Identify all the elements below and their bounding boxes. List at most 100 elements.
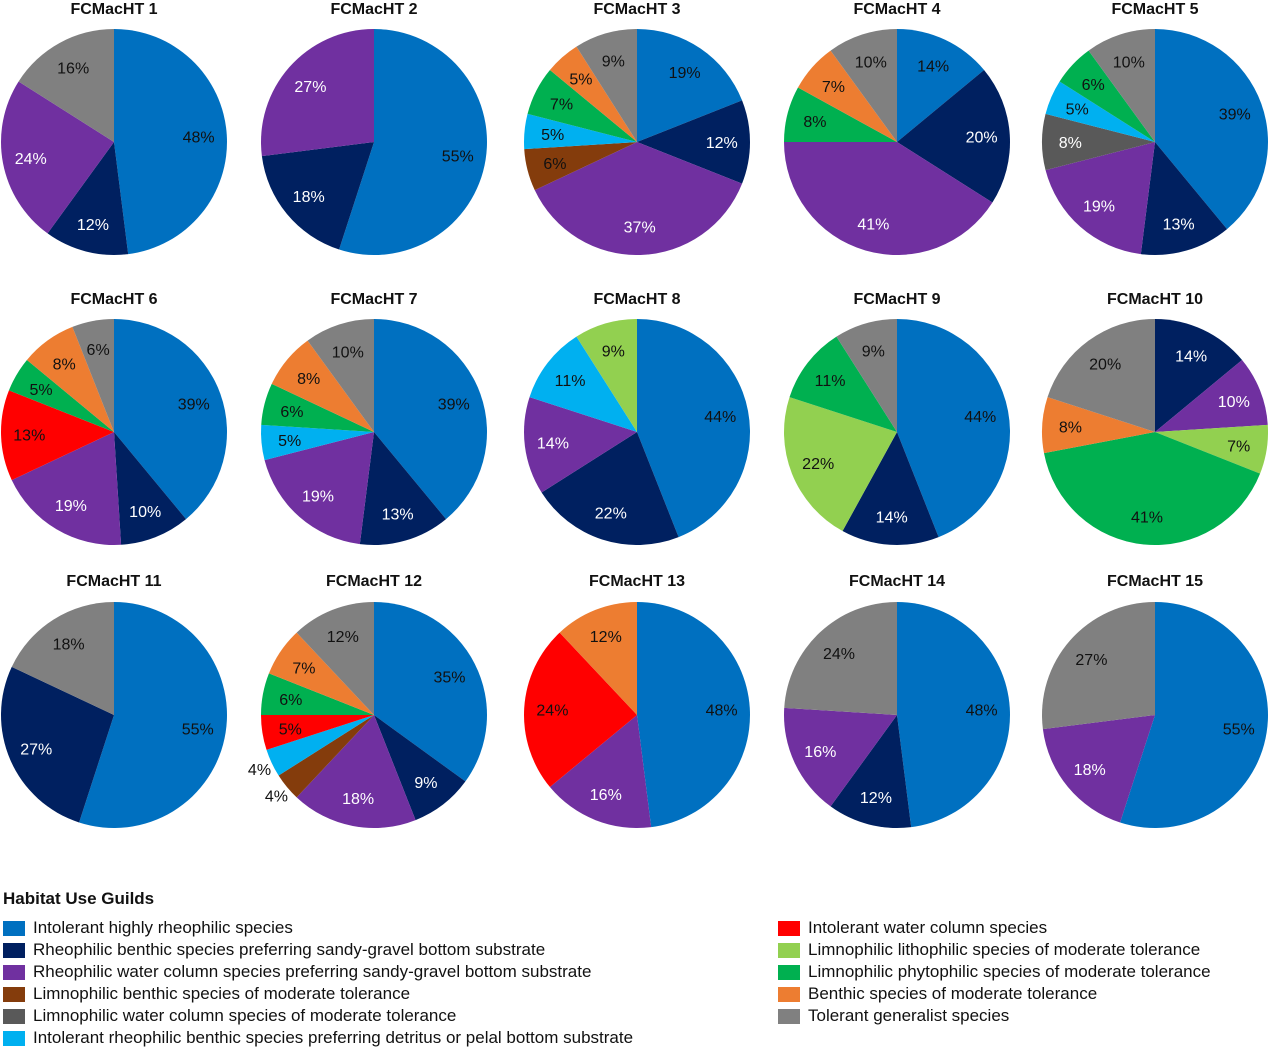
data-label: 10%: [332, 344, 364, 361]
pie-slice: [1088, 29, 1156, 142]
pie-slice: [8, 359, 114, 432]
pie-slice: [1120, 602, 1268, 828]
pie-slice: [524, 142, 637, 191]
pie: FCMacHT 9 44% 14% 22% 11% 9%: [783, 291, 1011, 546]
data-label: 5%: [569, 71, 592, 88]
legend-label: Limnophilic benthic species of moderate …: [33, 984, 411, 1003]
pie-slice: [549, 715, 652, 828]
legend-entry: Limnophilic phytophilic species of moder…: [778, 961, 1211, 983]
data-label: 41%: [1131, 509, 1163, 526]
pie-slice: [271, 340, 374, 432]
legend-entry: Intolerant water column species: [778, 917, 1047, 939]
data-label: 10%: [129, 504, 161, 521]
data-label: 13%: [13, 428, 45, 445]
pie-slice: [789, 336, 897, 432]
data-label: 55%: [182, 721, 214, 738]
pie-title: FCMacHT 14: [849, 573, 945, 590]
legend-swatch: [778, 942, 800, 958]
pie-slice: [339, 29, 487, 255]
pie-slice: [576, 29, 637, 142]
data-label: 44%: [964, 409, 996, 426]
data-label: 12%: [706, 135, 738, 152]
data-label: 7%: [822, 79, 845, 96]
data-label: 48%: [183, 130, 215, 147]
data-label: 24%: [15, 151, 47, 168]
data-label: 12%: [77, 217, 109, 234]
legend-swatch: [3, 964, 25, 980]
pie-slice: [576, 319, 637, 432]
pie-slice: [783, 397, 897, 532]
pie: FCMacHT 3 19% 12% 37% 6% 5% 7% 5% 9%: [523, 1, 751, 256]
legend-swatch: [3, 920, 25, 936]
legend-swatch: [778, 1008, 800, 1024]
pie: FCMacHT 10 14% 10% 7% 41% 8% 20%: [1042, 291, 1268, 545]
data-label: 4%: [265, 789, 288, 806]
pie-slice: [359, 432, 447, 545]
pie-slice: [527, 69, 637, 142]
pie-slice: [72, 319, 114, 432]
pie-slice: [1045, 142, 1155, 255]
pie: FCMacHT 1 48% 12% 24% 16%: [0, 1, 228, 255]
pie-slice: [797, 50, 897, 142]
pie-slice: [836, 319, 897, 432]
pie-slice: [784, 87, 897, 142]
pie-slice: [26, 326, 114, 432]
pie-slice: [1041, 113, 1155, 171]
pie: FCMacHT 11 55% 27% 18%: [0, 573, 227, 828]
data-label: 55%: [442, 148, 474, 165]
data-label: 24%: [823, 646, 855, 663]
pie-slice: [307, 319, 374, 432]
data-label: 7%: [550, 97, 573, 114]
data-label: 44%: [704, 409, 736, 426]
pie-slice: [1045, 81, 1155, 142]
data-label: 8%: [53, 356, 76, 373]
pie-slice: [261, 715, 374, 750]
pie-slice: [1047, 319, 1155, 432]
pie-slice: [18, 29, 115, 142]
data-label: 12%: [590, 629, 622, 646]
pie-slice: [830, 715, 912, 828]
pie-slice: [1155, 424, 1268, 474]
pie-slice: [1140, 142, 1228, 255]
pie: FCMacHT 4 14% 20% 41% 8% 7% 10%: [784, 1, 1010, 255]
data-label: 18%: [342, 791, 374, 808]
pie-slice: [830, 29, 897, 142]
pie-title: FCMacHT 1: [70, 1, 157, 18]
data-label: 16%: [57, 61, 89, 78]
pie-title: FCMacHT 8: [593, 291, 680, 308]
pie-title: FCMacHT 4: [853, 1, 940, 18]
legend-swatch: [3, 986, 25, 1002]
pie: FCMacHT 15 55% 18% 27%: [1042, 573, 1268, 828]
data-label: 55%: [1223, 721, 1255, 738]
pie-title: FCMacHT 7: [330, 291, 417, 308]
pie: FCMacHT 2 55% 18% 27%: [261, 1, 487, 255]
pie: FCMacHT 6 39% 10% 19% 13% 5%8% 6%: [1, 291, 228, 545]
pie-slice: [0, 666, 114, 823]
legend-label: Intolerant rheophilic benthic species pr…: [33, 1028, 634, 1047]
data-label: 6%: [543, 156, 566, 173]
legend-swatch: [3, 1008, 25, 1024]
pie-title: FCMacHT 15: [1107, 573, 1203, 590]
data-label: 9%: [602, 54, 625, 71]
pie-slice: [784, 707, 897, 807]
pie-slice: [1, 390, 115, 481]
legend-label: Benthic species of moderate tolerance: [808, 984, 1098, 1003]
legend-label: Rheophilic benthic species preferring sa…: [33, 940, 546, 959]
data-label: 39%: [438, 396, 470, 413]
pie-slice: [1155, 29, 1268, 230]
pie-slice: [1042, 397, 1155, 454]
pie-slice: [842, 432, 939, 546]
data-label: 7%: [1227, 438, 1250, 455]
data-label: 18%: [53, 636, 85, 653]
data-label: 24%: [536, 703, 568, 720]
pie-slice: [261, 142, 374, 250]
legend-entry: Benthic species of moderate tolerance: [778, 983, 1097, 1005]
pie-title: FCMacHT 6: [70, 291, 157, 308]
data-label: 9%: [862, 344, 885, 361]
pie: FCMacHT 13 48% 16% 24% 12%: [524, 573, 750, 828]
data-label: 41%: [857, 216, 889, 233]
data-label: 4%: [248, 762, 271, 779]
data-label: 8%: [1059, 420, 1082, 437]
legend-label: Intolerant water column species: [808, 918, 1048, 937]
